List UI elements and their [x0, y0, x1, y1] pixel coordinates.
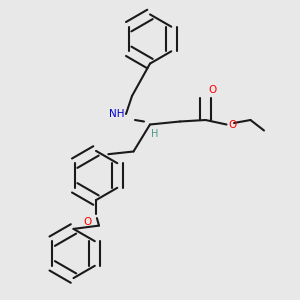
Text: NH: NH	[109, 109, 124, 119]
Text: O: O	[208, 85, 216, 95]
Text: O: O	[83, 217, 92, 226]
Text: O: O	[228, 119, 236, 130]
Text: H: H	[152, 129, 159, 139]
